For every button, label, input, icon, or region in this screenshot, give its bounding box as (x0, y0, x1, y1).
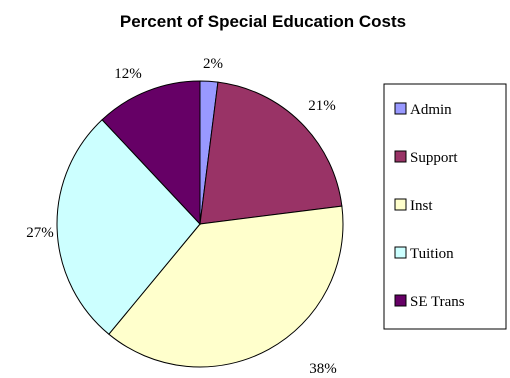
chart-title: Percent of Special Education Costs (120, 12, 406, 31)
legend-swatch-inst (394, 198, 407, 211)
legend-swatch-support (394, 150, 407, 163)
legend-label-se-trans: SE Trans (410, 294, 465, 310)
data-label-admin: 2% (203, 56, 223, 72)
legend-swatch-admin (394, 102, 407, 115)
data-label-inst: 38% (309, 361, 337, 377)
pie-slice-support (199, 81, 343, 225)
legend-swatch-se-trans (394, 294, 407, 307)
legend: Admin Support Inst Tuition SE Trans (383, 83, 507, 330)
pie-slice-tuition (56, 119, 201, 335)
legend-label-support: Support (410, 150, 458, 166)
pie-slice-se-trans (101, 80, 201, 226)
pie-slices (56, 80, 344, 368)
legend-label-tuition: Tuition (410, 246, 454, 262)
legend-swatch-tuition (394, 246, 407, 259)
data-label-tuition: 27% (26, 225, 54, 241)
legend-label-admin: Admin (410, 102, 452, 118)
legend-label-inst: Inst (410, 198, 433, 214)
pie-data-labels: 2% 21% 38% 27% 12% (26, 56, 337, 377)
data-label-se-trans: 12% (114, 66, 142, 82)
pie-slice-inst (108, 205, 344, 368)
data-label-support: 21% (308, 98, 336, 114)
